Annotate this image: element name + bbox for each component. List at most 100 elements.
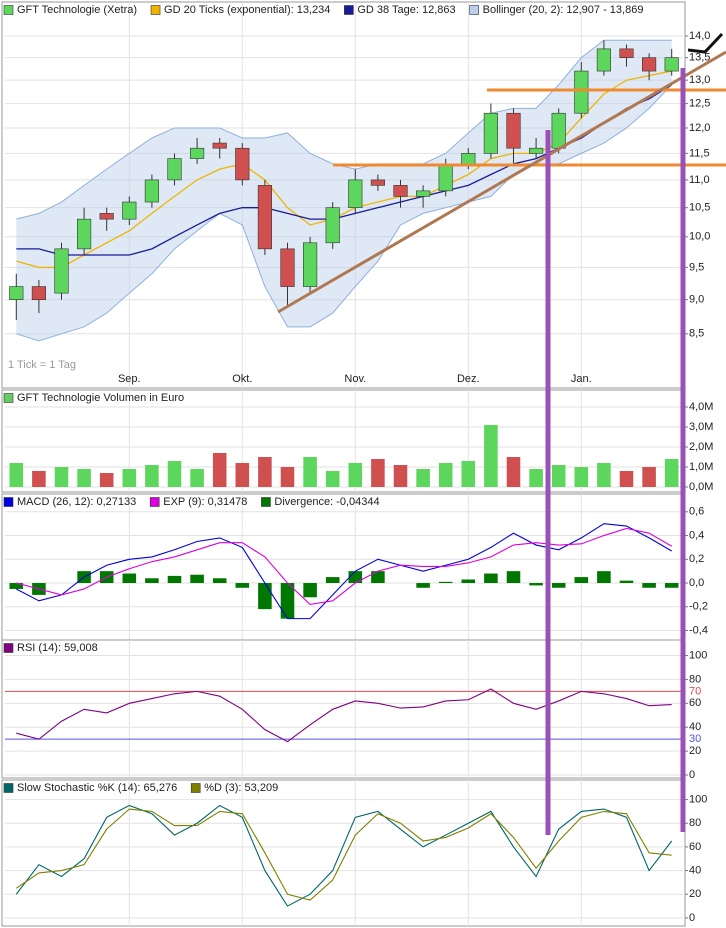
bar [348,463,363,487]
legend-label: GFT Technologie (Xetra) [17,4,137,16]
candle-body [144,179,159,203]
bar [54,467,69,487]
y-tick-label: 40 [689,864,701,876]
bar [122,469,137,487]
bar [167,461,182,487]
bar [167,575,182,584]
bar [529,583,543,586]
bar [551,465,566,487]
legend-swatch [3,643,14,653]
candle-body [303,242,318,287]
bar [506,571,521,584]
y-tick-label: 0,6 [689,506,704,518]
candle-body [642,57,657,72]
legend-label: RSI (14): 59,008 [17,642,98,654]
bar [235,463,250,487]
bar [597,463,611,487]
line [16,523,672,620]
bar [325,577,340,584]
y-tick-label: 0 [689,769,695,781]
bar [32,471,46,487]
candle-body [235,147,250,181]
candle-body [31,286,46,300]
bar [190,574,204,584]
bar [122,573,137,584]
y-tick-label: 10,5 [689,202,710,214]
candle-body [551,112,566,149]
legend-swatch [149,497,160,507]
candle-body [619,48,634,58]
bar [258,583,272,610]
bar [325,471,340,487]
bar [99,473,114,487]
reference-label: 30 [689,733,701,745]
bar [371,571,385,584]
bar [619,580,634,584]
line [15,804,673,907]
y-tick-label: 1,0M [689,461,713,473]
y-tick-label: 3,0M [689,421,713,433]
y-tick-label: 11,0 [689,174,710,186]
bar [506,457,521,487]
candle-body [664,57,679,72]
candle-body [257,185,272,250]
bar [574,577,589,584]
candle-body [393,185,408,197]
candle-body [212,142,227,149]
bar [461,579,476,584]
bar [438,463,453,487]
x-tick-label: Sep. [118,373,141,385]
y-tick-label: -0,4 [689,624,708,636]
candle-body [167,158,182,181]
bar [484,573,498,584]
bar [145,578,159,584]
y-tick-label: 12,0 [689,122,710,134]
bar [280,583,295,619]
legend-label: %D (3): 53,209 [204,782,278,794]
x-tick-label: Nov. [344,373,366,385]
legend-label: GD 20 Ticks (exponential): 13,234 [164,4,330,16]
candle-body [190,147,205,159]
bar [145,465,159,487]
legend-swatch [3,5,14,15]
legend-label: MACD (26, 12): 0,27133 [17,496,136,508]
bar [416,583,430,588]
y-tick-label: 14,0 [689,30,710,42]
y-tick-label: 80 [689,817,701,829]
x-tick-label: Dez. [457,373,480,385]
y-tick-label: 12,5 [689,98,710,110]
y-tick-label: 80 [689,673,701,685]
legend-label: Divergence: -0,04344 [274,496,379,508]
bar [642,467,656,487]
y-tick-label: 0,2 [689,553,704,565]
bar [212,453,227,487]
bar [416,469,430,487]
y-tick-label: -0,2 [689,601,708,613]
candle-body [54,248,69,294]
y-tick-label: 0 [689,912,695,924]
legend-label: Slow Stochastic %K (14): 65,276 [17,782,177,794]
bar [77,469,91,487]
bar [190,469,204,487]
candle-body [370,179,385,186]
candle-body [438,163,453,192]
candle-body [348,179,363,208]
legend-label: EXP (9): 0,31478 [163,496,247,508]
y-tick-label: 20 [689,888,701,900]
bar [348,571,363,584]
x-tick-label: Jan. [571,373,592,385]
legend-swatch [469,5,479,15]
legend-label: GD 38 Tage: 12,863 [357,4,455,16]
line [16,688,672,743]
bar [258,457,272,487]
y-tick-label: 100 [689,649,707,661]
y-tick-label: 20 [689,745,701,757]
panel-frame [1,639,686,779]
x-tick-label: Okt. [232,373,252,385]
candle-body [99,213,114,220]
candle-body [122,201,137,220]
y-tick-label: 13,5 [689,52,710,64]
panel-frame [1,779,686,927]
